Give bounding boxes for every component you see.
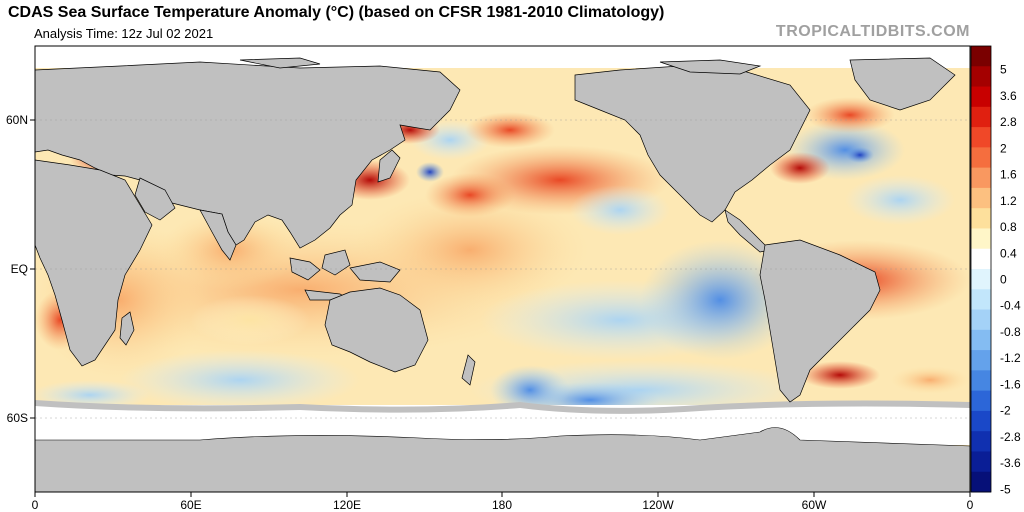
lon-tick-label: 0 <box>32 498 39 512</box>
colorbar-label: 0.4 <box>1000 246 1017 260</box>
colorbar-border <box>970 45 992 493</box>
colorbar-segment <box>971 390 991 412</box>
colorbar-segment <box>971 167 991 189</box>
colorbar-label: -0.4 <box>1000 299 1021 313</box>
graticule <box>35 119 970 419</box>
colorbar-segment <box>971 46 991 67</box>
colorbar-label: 0.8 <box>1000 220 1017 234</box>
colorbar-segment <box>971 471 991 493</box>
brand-watermark: TROPICALTIDBITS.COM <box>775 23 970 40</box>
lon-tick-label: 180 <box>492 498 512 512</box>
colorbar-segment <box>971 208 991 229</box>
lon-tick-label: 60E <box>180 498 201 512</box>
colorbar-label: 2 <box>1000 141 1007 155</box>
colorbar-segment <box>971 228 991 250</box>
colorbar-segment <box>971 86 991 108</box>
colorbar-segment <box>971 106 991 128</box>
colorbar-label: 1.6 <box>1000 168 1017 182</box>
colorbar-segment <box>971 350 991 371</box>
colorbar-label: 3.6 <box>1000 89 1017 103</box>
lat-tick-label: 60N <box>6 113 28 127</box>
lon-tick-label: 120W <box>642 498 674 512</box>
map-area <box>35 46 970 492</box>
landmasses <box>35 57 956 403</box>
colorbar-label: 1.2 <box>1000 194 1017 208</box>
sea-ice <box>35 405 970 445</box>
colorbar-label: -3.6 <box>1000 456 1021 470</box>
colorbar-label: -1.6 <box>1000 377 1021 391</box>
colorbar-segment <box>971 410 991 432</box>
colorbar-label: -2.8 <box>1000 430 1021 444</box>
colorbar-label: -5 <box>1000 482 1011 496</box>
lon-tick-label: 0 <box>967 498 974 512</box>
colorbar-segment <box>971 127 991 148</box>
lon-tick-label: 120E <box>333 498 361 512</box>
longitude-axis: 0 60E 120E 180 120W 60W 0 <box>32 492 974 512</box>
colorbar-segment <box>971 248 991 270</box>
colorbar-label: 5 <box>1000 63 1007 77</box>
colorbar-segment <box>971 66 991 88</box>
colorbar-segment <box>971 269 991 290</box>
colorbar-segment <box>971 431 991 452</box>
colorbar-label: -2 <box>1000 404 1011 418</box>
latitude-axis: 60N EQ 60S <box>6 113 35 425</box>
colorbar-label: -0.8 <box>1000 325 1021 339</box>
colorbar-segment <box>971 370 991 392</box>
colorbar-segment <box>971 309 991 331</box>
colorbar-segment <box>971 451 991 473</box>
colorbar-segment <box>971 329 991 351</box>
lon-tick-label: 60W <box>802 498 827 512</box>
colorbar-segment <box>971 147 991 169</box>
lat-tick-label: 60S <box>7 411 28 425</box>
chart-title: CDAS Sea Surface Temperature Anomaly (°C… <box>8 4 665 21</box>
colorbar-segment <box>971 187 991 209</box>
antarctica <box>35 427 970 492</box>
colorbar-label: 0 <box>1000 272 1007 286</box>
colorbar-label: 2.8 <box>1000 115 1017 129</box>
colorbar-segment <box>971 289 991 311</box>
colorbar: 5 3.6 2.8 2 1.6 1.2 0.8 0.4 0 -0.4 -0.8 -1.2 -1.6 -2 -… <box>970 45 1021 496</box>
colorbar-label: -1.2 <box>1000 351 1021 365</box>
lat-tick-label: EQ <box>11 262 28 276</box>
analysis-time: Analysis Time: 12z Jul 02 2021 <box>34 26 214 41</box>
